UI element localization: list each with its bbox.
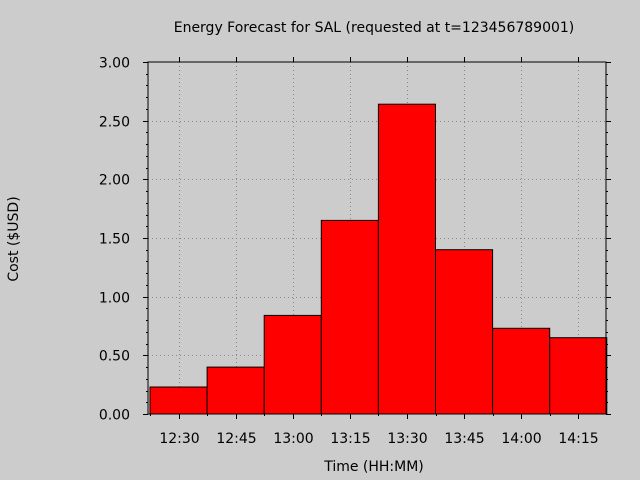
y-tick-label: 2.00: [99, 173, 130, 189]
bar: [321, 220, 378, 414]
x-tick-label: 12:45: [216, 431, 256, 447]
x-tick-label: 12:30: [159, 431, 199, 447]
bar: [150, 387, 207, 414]
bar: [436, 250, 493, 414]
y-tick-label: 3.00: [99, 56, 130, 72]
bar: [378, 104, 435, 414]
y-tick-label: 1.00: [99, 291, 130, 307]
x-tick-label: 13:00: [273, 431, 313, 447]
bar: [493, 328, 550, 414]
x-tick-label: 13:45: [444, 431, 484, 447]
y-tick-label: 0.50: [99, 349, 130, 365]
y-tick-label: 0.00: [99, 408, 130, 424]
chart-title: Energy Forecast for SAL (requested at t=…: [174, 20, 575, 36]
x-tick-label: 14:15: [558, 431, 598, 447]
x-axis-label: Time (HH:MM): [323, 459, 424, 475]
y-axis-label: Cost ($USD): [6, 196, 22, 281]
x-tick-label: 13:30: [387, 431, 427, 447]
y-tick-label: 2.50: [99, 115, 130, 131]
bar: [264, 315, 321, 414]
x-tick-label: 14:00: [501, 431, 541, 447]
bar: [550, 338, 607, 414]
x-tick-label: 13:15: [330, 431, 370, 447]
bar: [207, 367, 264, 414]
y-tick-label: 1.50: [99, 232, 130, 248]
